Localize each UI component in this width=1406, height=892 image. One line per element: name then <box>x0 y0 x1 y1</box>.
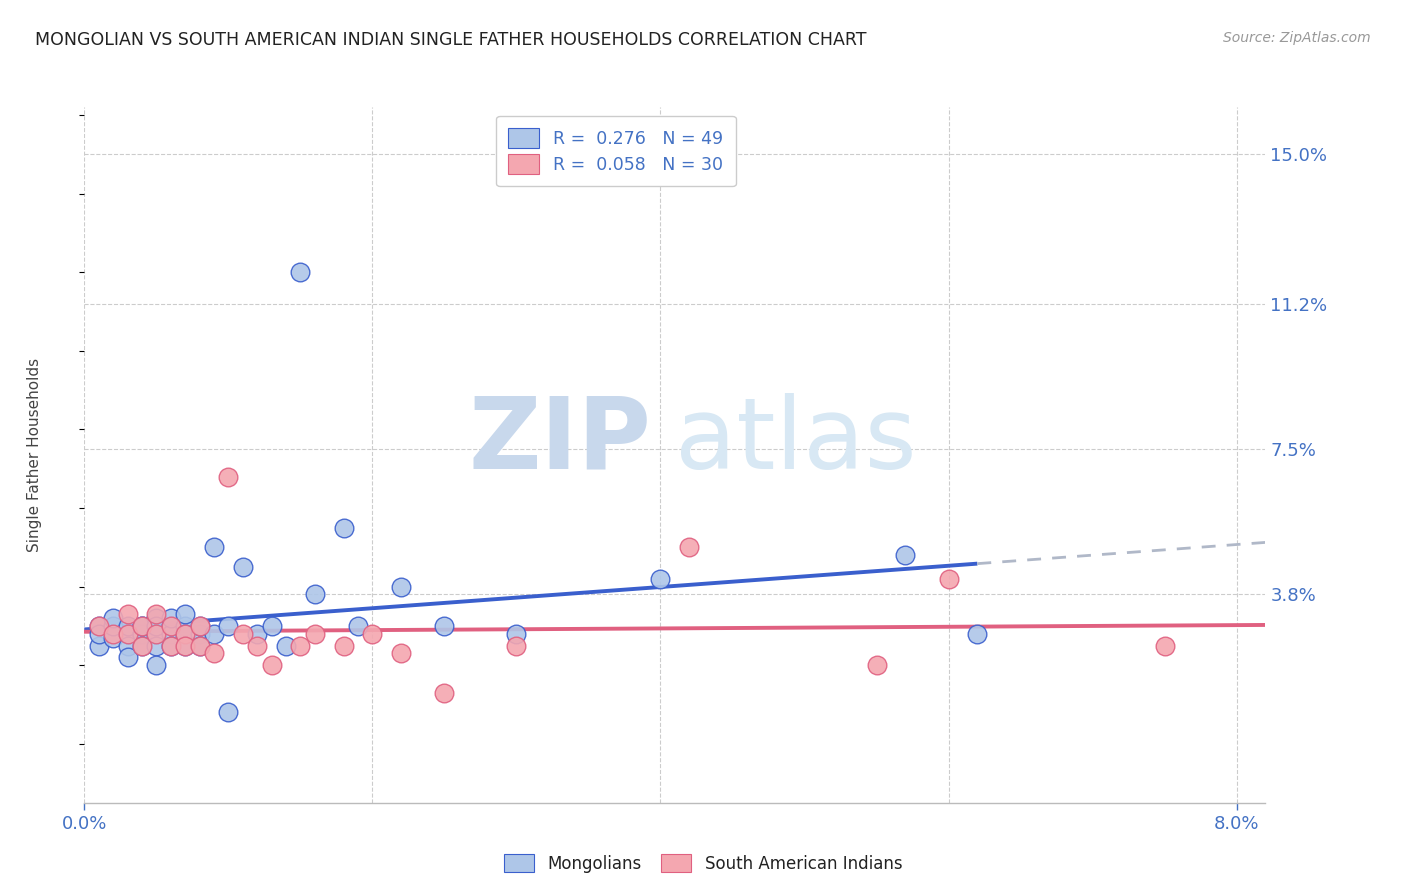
Point <box>101 631 124 645</box>
Point <box>217 706 239 720</box>
Point <box>145 611 167 625</box>
Point <box>159 619 181 633</box>
Point <box>145 607 167 621</box>
Point <box>217 619 239 633</box>
Point <box>361 627 384 641</box>
Text: ZIP: ZIP <box>468 392 651 490</box>
Point <box>117 627 139 641</box>
Point <box>159 639 181 653</box>
Point <box>505 627 527 641</box>
Text: Single Father Households: Single Father Households <box>27 358 42 552</box>
Point <box>678 541 700 555</box>
Point <box>938 572 960 586</box>
Point <box>117 639 139 653</box>
Point <box>274 639 297 653</box>
Point <box>505 639 527 653</box>
Point <box>145 639 167 653</box>
Point <box>188 639 211 653</box>
Text: Source: ZipAtlas.com: Source: ZipAtlas.com <box>1223 31 1371 45</box>
Point <box>894 548 917 562</box>
Point <box>145 627 167 641</box>
Point <box>131 627 153 641</box>
Point <box>217 469 239 483</box>
Point <box>188 639 211 653</box>
Point <box>131 619 153 633</box>
Point <box>101 611 124 625</box>
Point <box>101 627 124 641</box>
Point <box>389 580 412 594</box>
Point <box>174 627 197 641</box>
Point <box>131 619 153 633</box>
Point <box>290 639 312 653</box>
Point <box>389 647 412 661</box>
Point <box>232 560 254 574</box>
Point <box>145 627 167 641</box>
Point <box>159 627 181 641</box>
Point <box>332 521 354 535</box>
Point <box>332 639 354 653</box>
Point <box>117 650 139 665</box>
Point <box>188 619 211 633</box>
Point <box>304 587 326 601</box>
Point <box>650 572 672 586</box>
Point <box>304 627 326 641</box>
Point <box>433 686 456 700</box>
Point <box>131 639 153 653</box>
Point <box>246 627 269 641</box>
Point <box>145 658 167 673</box>
Point <box>87 627 110 641</box>
Point <box>159 611 181 625</box>
Point <box>433 619 456 633</box>
Point <box>202 647 225 661</box>
Point <box>188 627 211 641</box>
Point <box>347 619 370 633</box>
Legend: R =  0.276   N = 49, R =  0.058   N = 30: R = 0.276 N = 49, R = 0.058 N = 30 <box>496 116 735 186</box>
Point <box>117 619 139 633</box>
Point <box>202 541 225 555</box>
Point <box>232 627 254 641</box>
Point <box>159 619 181 633</box>
Point <box>290 265 312 279</box>
Point <box>117 607 139 621</box>
Point <box>131 627 153 641</box>
Point <box>145 619 167 633</box>
Text: MONGOLIAN VS SOUTH AMERICAN INDIAN SINGLE FATHER HOUSEHOLDS CORRELATION CHART: MONGOLIAN VS SOUTH AMERICAN INDIAN SINGL… <box>35 31 866 49</box>
Point <box>174 607 197 621</box>
Point <box>174 639 197 653</box>
Point <box>966 627 988 641</box>
Point <box>202 627 225 641</box>
Point <box>246 639 269 653</box>
Point <box>101 619 124 633</box>
Point <box>117 627 139 641</box>
Point <box>174 639 197 653</box>
Point <box>188 619 211 633</box>
Point <box>865 658 887 673</box>
Legend: Mongolians, South American Indians: Mongolians, South American Indians <box>498 847 908 880</box>
Text: atlas: atlas <box>675 392 917 490</box>
Point <box>131 639 153 653</box>
Point <box>159 639 181 653</box>
Point <box>1153 639 1175 653</box>
Point <box>174 627 197 641</box>
Point <box>87 619 110 633</box>
Point <box>260 658 283 673</box>
Point <box>260 619 283 633</box>
Point <box>131 619 153 633</box>
Point <box>87 619 110 633</box>
Point <box>174 619 197 633</box>
Point <box>87 639 110 653</box>
